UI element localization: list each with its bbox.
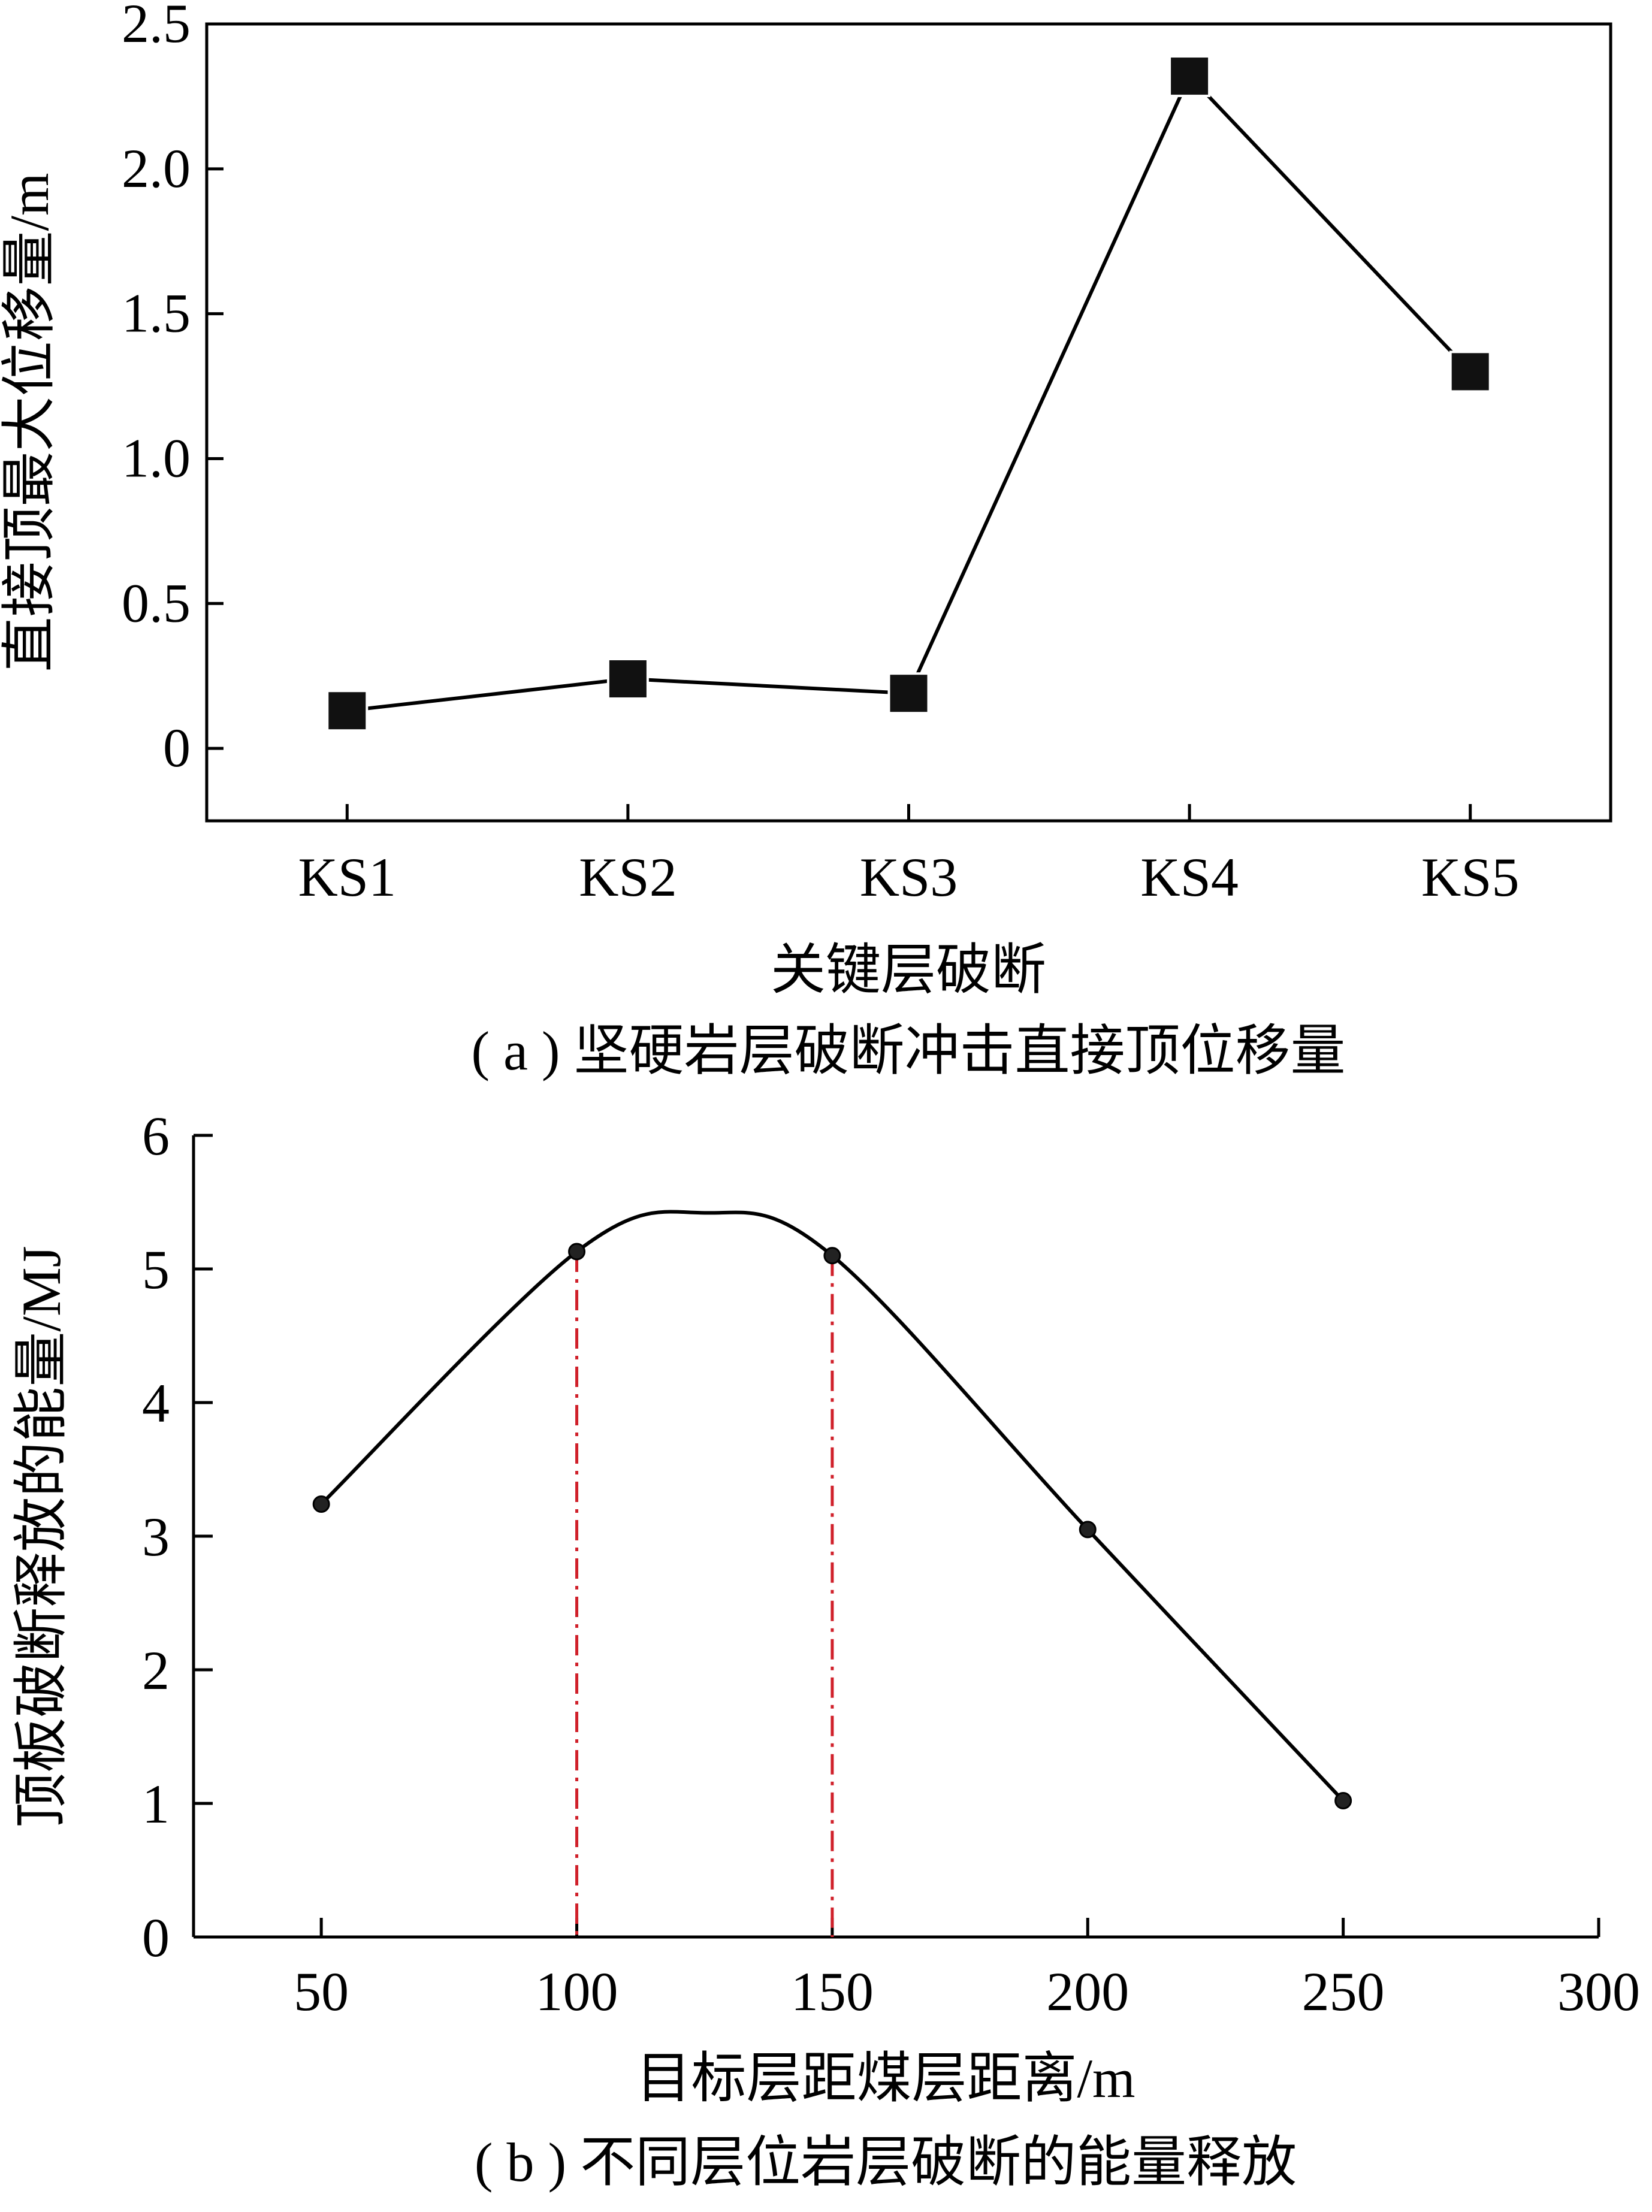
- chart-a: 0 0.5 1.0 1.5 2.0 2.5 KS1 KS2 KS3 KS4 KS5 直接顶最大位移…: [0, 0, 1612, 1081]
- y-tick-label-b: 5: [142, 1239, 170, 1300]
- data-point-a: [606, 658, 649, 700]
- y-axis-b: 0 1 2 3 4 5 6: [142, 1105, 213, 1968]
- y-tick-label-b: 4: [142, 1373, 170, 1434]
- y-tick-label-a: 0: [163, 717, 191, 778]
- data-point-b: [1334, 1792, 1352, 1810]
- data-point-a: [1449, 350, 1491, 393]
- x-tick-label-b: 150: [791, 1961, 874, 2022]
- y-tick-label-b: 3: [142, 1506, 170, 1567]
- series-a: [326, 55, 1491, 732]
- x-tick-label-a: KS4: [1140, 847, 1239, 908]
- x-tick-label-a: KS1: [298, 847, 396, 908]
- series-b: [312, 1210, 1352, 1810]
- reference-lines-b: [575, 1252, 834, 1937]
- data-point-a: [326, 690, 369, 732]
- y-tick-label-a: 2.5: [122, 0, 191, 54]
- series-line-a: [346, 72, 1472, 713]
- x-tick-label-a: KS3: [860, 847, 958, 908]
- data-point-a: [887, 672, 930, 715]
- data-point-b: [1079, 1521, 1097, 1539]
- x-tick-label-b: 250: [1302, 1961, 1385, 2022]
- x-tick-label-a: KS2: [579, 847, 677, 908]
- y-tick-label-b: 1: [142, 1773, 170, 1835]
- y-axis-title-b: 顶板破断释放的能量/MJ: [11, 1246, 72, 1827]
- caption-b: ( b ) 不同层位岩层破断的能量释放: [475, 2132, 1297, 2193]
- caption-a: ( a ) 坚硬岩层破断冲击直接顶位移量: [471, 1020, 1345, 1081]
- x-tick-label-b: 200: [1046, 1961, 1129, 2022]
- data-point-a: [1168, 55, 1211, 98]
- y-axis-a: 0 0.5 1.0 1.5 2.0 2.5: [122, 0, 224, 778]
- series-curve-b: [320, 1210, 1345, 1802]
- x-axis-title-a: 关键层破断: [771, 939, 1046, 1001]
- chart-b: 0 1 2 3 4 5 6 50 100 150 200 250 300 顶板破断释放的能量/MJ 目…: [11, 1105, 1640, 2193]
- y-tick-label-b: 0: [142, 1907, 170, 1968]
- x-axis-b: 50 100 150 200 250 300: [294, 1918, 1640, 2022]
- data-point-b: [312, 1495, 330, 1513]
- x-tick-label-b: 300: [1557, 1961, 1640, 2022]
- x-tick-label-a: KS5: [1421, 847, 1520, 908]
- y-tick-label-a: 0.5: [122, 572, 191, 633]
- x-tick-label-b: 100: [536, 1961, 618, 2022]
- data-point-b: [823, 1247, 841, 1265]
- y-axis-title-a: 直接顶最大位移量/m: [0, 173, 60, 672]
- y-tick-label-a: 1.0: [122, 427, 191, 488]
- x-axis-a: KS1 KS2 KS3 KS4 KS5: [298, 804, 1520, 908]
- y-tick-label-a: 1.5: [122, 283, 191, 344]
- y-tick-label-a: 2.0: [122, 138, 191, 199]
- data-point-b: [568, 1243, 586, 1261]
- y-tick-label-b: 2: [142, 1640, 170, 1701]
- x-tick-label-b: 50: [294, 1961, 349, 2022]
- x-axis-title-b: 目标层距煤层距离/m: [636, 2048, 1135, 2109]
- y-tick-label-b: 6: [142, 1105, 170, 1167]
